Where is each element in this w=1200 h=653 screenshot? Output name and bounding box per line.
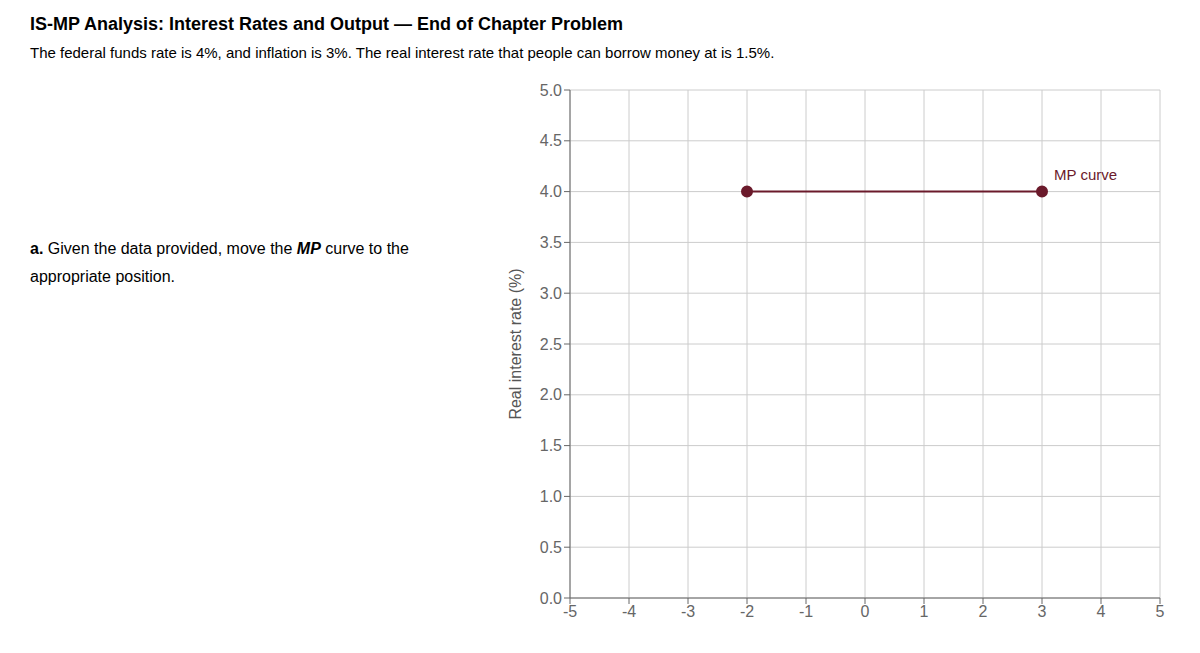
svg-text:4.5: 4.5 xyxy=(540,132,562,149)
svg-text:-4: -4 xyxy=(622,603,636,620)
svg-text:3: 3 xyxy=(1038,603,1047,620)
svg-text:1.0: 1.0 xyxy=(540,488,562,505)
html-text:IS-MP Analysis: Interest Rates: IS-MP Analysis: Interest Rates and Outpu… xyxy=(30,14,624,34)
svg-text:0.5: 0.5 xyxy=(540,539,562,556)
svg-text:1: 1 xyxy=(920,603,929,620)
svg-text:4.0: 4.0 xyxy=(540,183,562,200)
html-text:The federal funds rate is 4%,: The federal funds rate is 4%, and inflat… xyxy=(30,44,775,61)
svg-text:-3: -3 xyxy=(681,603,695,620)
svg-text:2.5: 2.5 xyxy=(540,336,562,353)
svg-text:5: 5 xyxy=(1156,603,1165,620)
svg-text:2.0: 2.0 xyxy=(540,386,562,403)
html-text:a. Given the data provided, mo: a. Given the data provided, move the MP … xyxy=(30,240,409,257)
svg-text:-2: -2 xyxy=(740,603,754,620)
svg-text:1.5: 1.5 xyxy=(540,437,562,454)
svg-text:-1: -1 xyxy=(799,603,813,620)
svg-text:Real interest rate (%): Real interest rate (%) xyxy=(507,268,524,419)
svg-text:-5: -5 xyxy=(563,603,577,620)
svg-text:3.0: 3.0 xyxy=(540,285,562,302)
svg-text:0.0: 0.0 xyxy=(540,590,562,607)
svg-text:0: 0 xyxy=(861,603,870,620)
svg-text:4: 4 xyxy=(1097,603,1106,620)
svg-text:2: 2 xyxy=(979,603,988,620)
svg-text:3.5: 3.5 xyxy=(540,234,562,251)
html-text:appropriate position.: appropriate position. xyxy=(30,268,175,285)
svg-text:5.0: 5.0 xyxy=(540,82,562,99)
svg-text:MP curve: MP curve xyxy=(1054,166,1117,183)
